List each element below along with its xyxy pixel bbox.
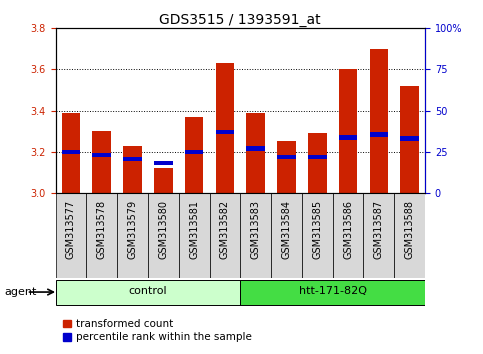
FancyBboxPatch shape <box>179 193 210 278</box>
Bar <box>185 149 203 154</box>
Bar <box>123 157 142 161</box>
Bar <box>62 113 80 193</box>
FancyBboxPatch shape <box>240 193 271 278</box>
FancyBboxPatch shape <box>240 280 425 305</box>
Bar <box>154 161 172 165</box>
FancyBboxPatch shape <box>364 193 394 278</box>
Bar <box>277 155 296 159</box>
Bar <box>400 136 419 141</box>
FancyBboxPatch shape <box>302 193 333 278</box>
Text: GSM313581: GSM313581 <box>189 200 199 259</box>
Text: GSM313584: GSM313584 <box>282 200 291 259</box>
Bar <box>62 149 80 154</box>
Text: GSM313588: GSM313588 <box>405 200 414 259</box>
Bar <box>400 86 419 193</box>
Text: GSM313582: GSM313582 <box>220 200 230 259</box>
Bar <box>308 155 327 159</box>
Bar <box>185 117 203 193</box>
FancyBboxPatch shape <box>333 193 364 278</box>
Text: GSM313580: GSM313580 <box>158 200 168 259</box>
Bar <box>154 168 172 193</box>
Bar <box>215 63 234 193</box>
Title: GDS3515 / 1393591_at: GDS3515 / 1393591_at <box>159 13 321 27</box>
Text: GSM313586: GSM313586 <box>343 200 353 259</box>
Text: agent: agent <box>5 287 37 297</box>
Text: GSM313577: GSM313577 <box>66 200 76 259</box>
Bar <box>369 132 388 137</box>
Bar <box>123 145 142 193</box>
Text: GSM313587: GSM313587 <box>374 200 384 259</box>
Bar <box>339 69 357 193</box>
FancyBboxPatch shape <box>148 193 179 278</box>
Text: control: control <box>128 286 167 296</box>
Text: GSM313578: GSM313578 <box>97 200 107 259</box>
Bar <box>246 147 265 151</box>
FancyBboxPatch shape <box>86 193 117 278</box>
Bar <box>92 153 111 157</box>
Text: GSM313583: GSM313583 <box>251 200 261 259</box>
Bar <box>308 133 327 193</box>
FancyBboxPatch shape <box>394 193 425 278</box>
Text: GSM313585: GSM313585 <box>313 200 322 259</box>
Bar <box>215 130 234 135</box>
Text: GSM313579: GSM313579 <box>128 200 138 259</box>
Bar <box>339 135 357 139</box>
FancyBboxPatch shape <box>56 193 86 278</box>
Text: htt-171-82Q: htt-171-82Q <box>298 286 367 296</box>
Bar <box>92 131 111 193</box>
FancyBboxPatch shape <box>210 193 240 278</box>
Bar <box>369 49 388 193</box>
FancyBboxPatch shape <box>56 280 240 305</box>
FancyBboxPatch shape <box>117 193 148 278</box>
FancyBboxPatch shape <box>271 193 302 278</box>
Bar <box>277 142 296 193</box>
Legend: transformed count, percentile rank within the sample: transformed count, percentile rank withi… <box>59 315 256 347</box>
Bar <box>246 113 265 193</box>
